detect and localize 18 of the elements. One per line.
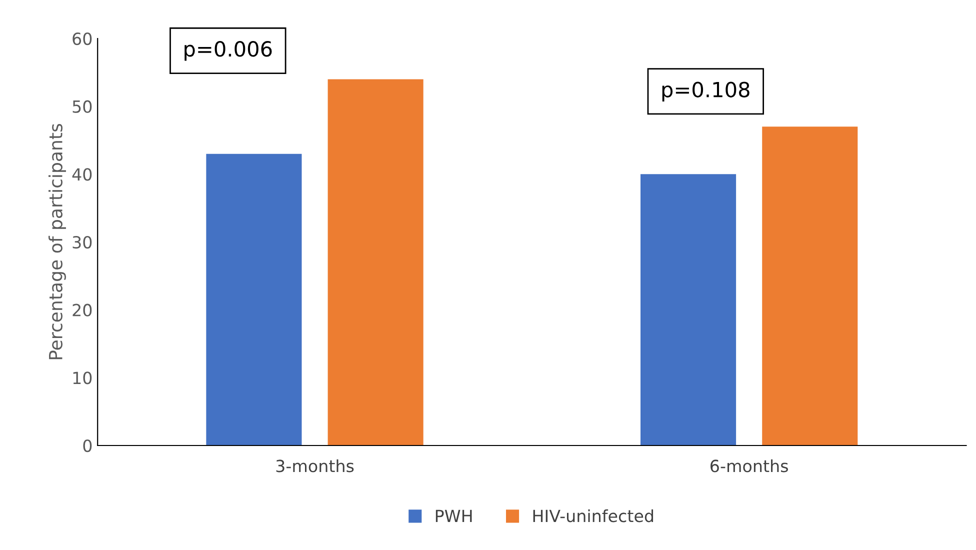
y-tick-label: 30 (72, 236, 92, 249)
bar (206, 154, 302, 446)
y-axis-title: Percentage of participants (48, 124, 66, 360)
bar (640, 174, 736, 446)
legend-label: PWH (436, 510, 472, 522)
y-tick-label: 40 (72, 168, 92, 181)
y-tick-label: 50 (72, 100, 92, 113)
y-tick-label: 20 (72, 304, 92, 316)
y-tick-label: 60 (72, 32, 92, 46)
x-tick-label: 6-months (710, 459, 788, 472)
x-tick-label: 3-months (276, 459, 354, 472)
y-tick-label: 0 (83, 439, 92, 452)
bar (328, 79, 424, 446)
bar (762, 126, 858, 446)
annotation: p=0.006 (184, 40, 272, 61)
legend-label: HIV-uninfected (533, 509, 654, 522)
annotation: p=0.108 (662, 82, 750, 102)
y-tick-label: 10 (73, 372, 92, 384)
